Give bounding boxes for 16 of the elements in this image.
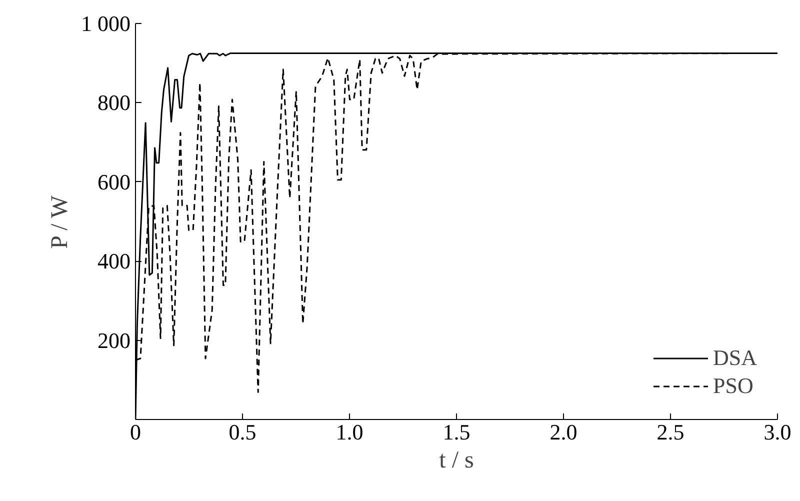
x-tick-label: 0 — [130, 420, 141, 444]
x-tick-label: 3.0 — [764, 420, 792, 444]
x-tick-label: 2.5 — [656, 420, 684, 444]
legend-label: PSO — [712, 373, 754, 399]
y-tick-label: 1 000 — [81, 11, 130, 36]
y-axis-title: P / W — [47, 195, 73, 249]
y-tick-label: 800 — [98, 90, 130, 116]
legend-label: DSA — [712, 345, 757, 371]
y-tick-label: 400 — [98, 248, 130, 274]
y-tick-label: 200 — [98, 328, 130, 353]
x-tick-label: 1.0 — [336, 420, 364, 444]
x-tick-label: 2.0 — [550, 420, 578, 444]
x-axis-title: t / s — [439, 448, 474, 474]
x-tick-label: 0.5 — [228, 420, 256, 444]
x-tick-label: 1.5 — [442, 420, 470, 444]
y-tick-label: 600 — [98, 169, 130, 194]
